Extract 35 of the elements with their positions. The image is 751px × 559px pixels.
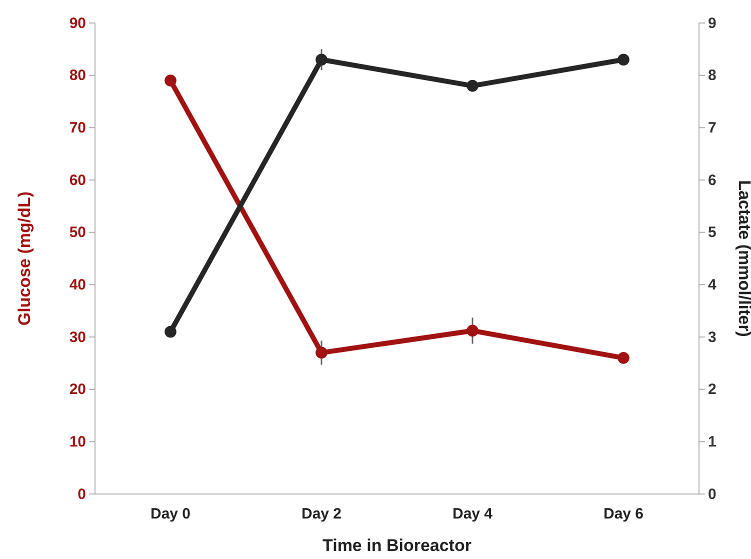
y-tick-label: 90 bbox=[69, 14, 86, 32]
y-tick-label: 0 bbox=[78, 486, 86, 503]
y2-tick-label: 7 bbox=[708, 119, 716, 136]
point bbox=[316, 346, 328, 359]
y2-tick-label: 6 bbox=[708, 172, 716, 189]
y2-axis-title: Lactate (mmol/liter) bbox=[735, 180, 751, 337]
y2-tick-label: 2 bbox=[708, 381, 716, 398]
y2-tick-label: 5 bbox=[708, 224, 716, 242]
point bbox=[164, 326, 176, 338]
y2-tick-label: 0 bbox=[708, 486, 716, 503]
y-tick-label: 30 bbox=[69, 328, 86, 346]
point bbox=[466, 80, 478, 92]
point bbox=[164, 74, 176, 86]
y-axis-title: Glucose (mg/dL) bbox=[15, 191, 34, 326]
point bbox=[618, 352, 630, 364]
y-tick-label: 50 bbox=[69, 224, 86, 242]
x-tick-label: Day 2 bbox=[301, 506, 342, 523]
x-axis-title: Time in Bioreactor bbox=[322, 536, 472, 555]
y-tick-label: 20 bbox=[69, 381, 86, 398]
y2-tick-label: 9 bbox=[708, 14, 716, 32]
y-tick-label: 60 bbox=[69, 172, 86, 189]
y-tick-label: 70 bbox=[69, 119, 86, 136]
y2-tick-label: 1 bbox=[708, 433, 716, 450]
y-tick-label: 80 bbox=[69, 67, 86, 84]
y2-tick-label: 3 bbox=[708, 328, 716, 346]
point bbox=[618, 54, 630, 66]
point bbox=[466, 324, 478, 337]
x-tick-label: Day 6 bbox=[603, 506, 644, 523]
y2-tick-label: 8 bbox=[708, 67, 716, 84]
x-tick-label: Day 0 bbox=[150, 506, 191, 523]
y2-tick-label: 4 bbox=[708, 276, 717, 294]
x-tick-label: Day 4 bbox=[452, 506, 494, 523]
y-tick-label: 40 bbox=[69, 276, 86, 294]
y-tick-label: 10 bbox=[69, 433, 86, 450]
point bbox=[316, 54, 328, 66]
